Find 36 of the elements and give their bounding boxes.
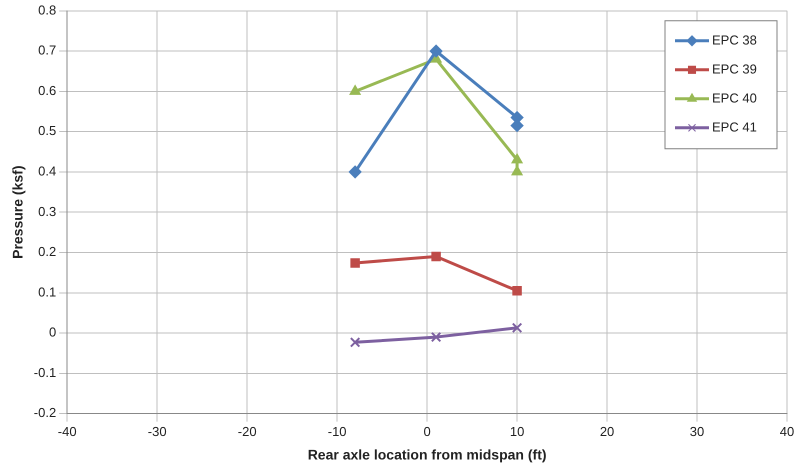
y-tick-label: 0.4 <box>38 164 56 178</box>
y-tick-label: 0 <box>48 324 56 340</box>
point <box>512 286 522 296</box>
y-tick-label: 0.5 <box>38 123 56 138</box>
y-axis-title: Pressure (ksf) <box>9 166 26 259</box>
y-tick-label: 0.7 <box>38 42 56 58</box>
point <box>350 258 360 268</box>
point <box>350 337 360 348</box>
y-tick-label: 0.8 <box>38 2 56 18</box>
y-tick-label: 0.6 <box>38 82 56 98</box>
point <box>431 252 441 262</box>
y-tick-label: -0.1 <box>34 364 56 380</box>
x-tick-label: -30 <box>148 424 167 439</box>
y-tick-label: 0.1 <box>38 284 56 300</box>
point <box>430 332 442 342</box>
legend-label: EPC 41 <box>712 119 757 134</box>
x-tick-label: 30 <box>690 424 704 439</box>
point <box>348 165 362 178</box>
point <box>511 153 523 164</box>
x-tick-label: -20 <box>238 424 257 439</box>
x-tick-label: 20 <box>600 424 614 439</box>
legend-label: EPC 40 <box>712 90 757 106</box>
legend-label: EPC 39 <box>712 61 757 76</box>
y-tick-label: 0.2 <box>38 244 56 260</box>
x-tick-label: -40 <box>58 424 77 439</box>
legend-label: EPC 38 <box>712 32 757 48</box>
point <box>512 322 522 334</box>
y-tick-label: 0.3 <box>38 204 56 219</box>
x-tick-label: 10 <box>510 424 524 439</box>
y-tick-label: -0.2 <box>34 405 56 420</box>
x-axis-title: Rear axle location from midspan (ft) <box>308 446 547 462</box>
x-tick-label: -10 <box>328 424 347 439</box>
x-tick-label: 0 <box>423 424 431 439</box>
point <box>349 84 361 95</box>
point <box>430 44 443 58</box>
x-tick-label: 40 <box>780 424 794 439</box>
